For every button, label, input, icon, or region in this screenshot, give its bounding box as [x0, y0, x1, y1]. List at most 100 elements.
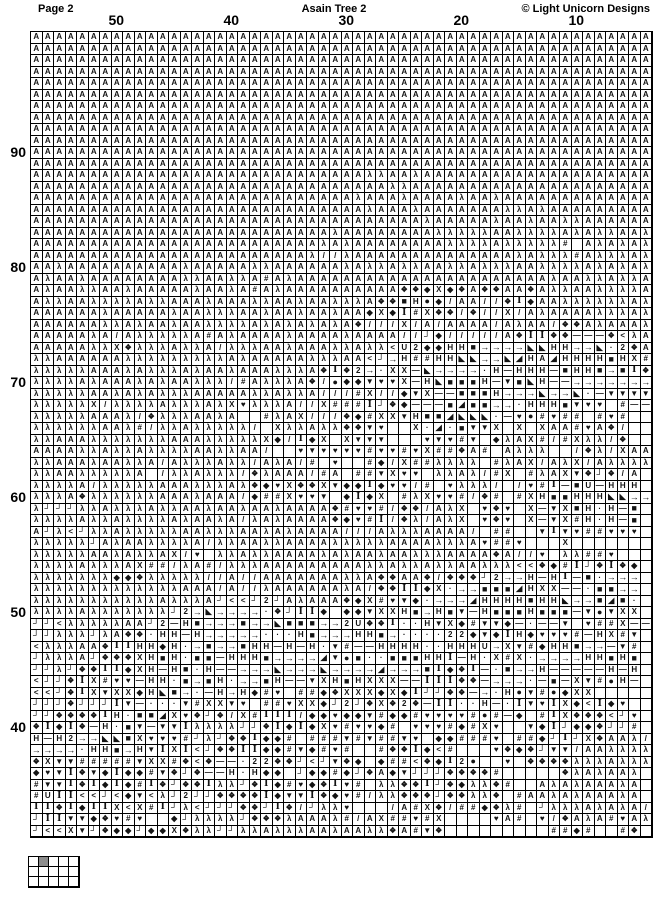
stitch-cell: A	[261, 342, 273, 354]
stitch-cell: ■	[525, 595, 537, 607]
stitch-cell: A	[456, 250, 468, 262]
stitch-cell: ♥	[594, 400, 606, 412]
stitch-cell: λ	[387, 181, 399, 193]
stitch-cell: →	[203, 618, 215, 630]
stitch-cell: A	[330, 147, 342, 159]
stitch-cell: A	[284, 135, 296, 147]
stitch-cell: A	[629, 66, 641, 78]
stitch-cell: λ	[571, 779, 583, 791]
stitch-cell: A	[387, 158, 399, 170]
stitch-cell: A	[537, 216, 549, 228]
stitch-cell: A	[238, 526, 250, 538]
stitch-cell: λ	[410, 561, 422, 573]
stitch-cell: A	[479, 101, 491, 113]
stitch-cell: <	[525, 561, 537, 573]
stitch-cell: ◆	[433, 331, 445, 343]
stitch-cell: ▼	[410, 388, 422, 400]
stitch-cell: ·	[479, 653, 491, 665]
stitch-cell: X	[399, 319, 411, 331]
stitch-cell: ■	[341, 676, 353, 688]
stitch-cell: A	[468, 216, 480, 228]
stitch-cell: A	[111, 526, 123, 538]
stitch-cell: A	[134, 135, 146, 147]
stitch-cell	[284, 768, 296, 780]
stitch-cell: ❖	[456, 768, 468, 780]
stitch-cell: A	[31, 78, 43, 90]
stitch-cell	[640, 515, 652, 527]
stitch-cell: A	[192, 101, 204, 113]
stitch-cell: #	[468, 733, 480, 745]
stitch-cell: U	[399, 342, 411, 354]
stitch-cell: ◣	[111, 733, 123, 745]
stitch-cell: /	[548, 319, 560, 331]
stitch-cell: A	[146, 66, 158, 78]
stitch-cell: X	[88, 676, 100, 688]
stitch-cell: ◣	[560, 595, 572, 607]
stitch-cell	[640, 434, 652, 446]
page-map-cell	[29, 867, 39, 877]
stitch-cell: A	[353, 170, 365, 182]
stitch-cell: λ	[54, 595, 66, 607]
stitch-cell: λ	[54, 653, 66, 665]
stitch-cell: A	[364, 147, 376, 159]
stitch-cell: λ	[422, 216, 434, 228]
stitch-cell: ♥	[491, 814, 503, 826]
stitch-cell	[629, 699, 641, 711]
stitch-cell: #	[376, 595, 388, 607]
stitch-cell: A	[169, 377, 181, 389]
stitch-cell: A	[318, 538, 330, 550]
stitch-cell: ❖	[468, 572, 480, 584]
stitch-cell: X	[376, 699, 388, 711]
stitch-cell: A	[456, 526, 468, 538]
stitch-cell: A	[307, 561, 319, 573]
stitch-cell: A	[146, 227, 158, 239]
stitch-cell: A	[111, 239, 123, 251]
stitch-cell: A	[318, 158, 330, 170]
stitch-cell: λ	[134, 515, 146, 527]
stitch-cell: A	[537, 112, 549, 124]
stitch-cell: λ	[410, 262, 422, 274]
stitch-cell: A	[456, 273, 468, 285]
stitch-cell	[640, 411, 652, 423]
stitch-cell: H	[146, 653, 158, 665]
stitch-cell: ■	[376, 630, 388, 642]
stitch-cell: A	[410, 572, 422, 584]
stitch-cell: —	[629, 676, 641, 688]
stitch-cell: λ	[42, 365, 54, 377]
stitch-cell: H	[548, 400, 560, 412]
stitch-cell: λ	[502, 802, 514, 814]
stitch-cell: λ	[468, 457, 480, 469]
stitch-cell: I	[249, 745, 261, 757]
stitch-cell: A	[525, 135, 537, 147]
stitch-cell: ♥	[433, 492, 445, 504]
stitch-cell: A	[341, 147, 353, 159]
stitch-cell: #	[169, 756, 181, 768]
stitch-cell: λ	[410, 170, 422, 182]
stitch-cell: A	[88, 411, 100, 423]
stitch-cell: H	[353, 630, 365, 642]
stitch-cell: I	[295, 607, 307, 619]
stitch-cell: ◆	[571, 825, 583, 837]
stitch-cell: ♥	[617, 699, 629, 711]
stitch-cell: A	[353, 158, 365, 170]
stitch-cell: H	[376, 641, 388, 653]
stitch-cell: —	[502, 365, 514, 377]
stitch-cell: A	[583, 216, 595, 228]
stitch-cell: I	[77, 676, 89, 688]
stitch-cell: λ	[180, 446, 192, 458]
stitch-cell: A	[238, 55, 250, 67]
stitch-cell: #	[560, 561, 572, 573]
stitch-cell: A	[445, 158, 457, 170]
stitch-cell: λ	[111, 492, 123, 504]
stitch-cell: A	[571, 112, 583, 124]
stitch-cell: 2	[353, 365, 365, 377]
stitch-cell: →	[353, 664, 365, 676]
stitch-cell: A	[272, 204, 284, 216]
stitch-cell: A	[134, 262, 146, 274]
stitch-cell: I	[42, 814, 54, 826]
stitch-cell: 2	[341, 699, 353, 711]
stitch-cell: A	[410, 66, 422, 78]
stitch-cell: ◆	[364, 492, 376, 504]
stitch-cell: #	[146, 802, 158, 814]
stitch-cell: λ	[514, 319, 526, 331]
